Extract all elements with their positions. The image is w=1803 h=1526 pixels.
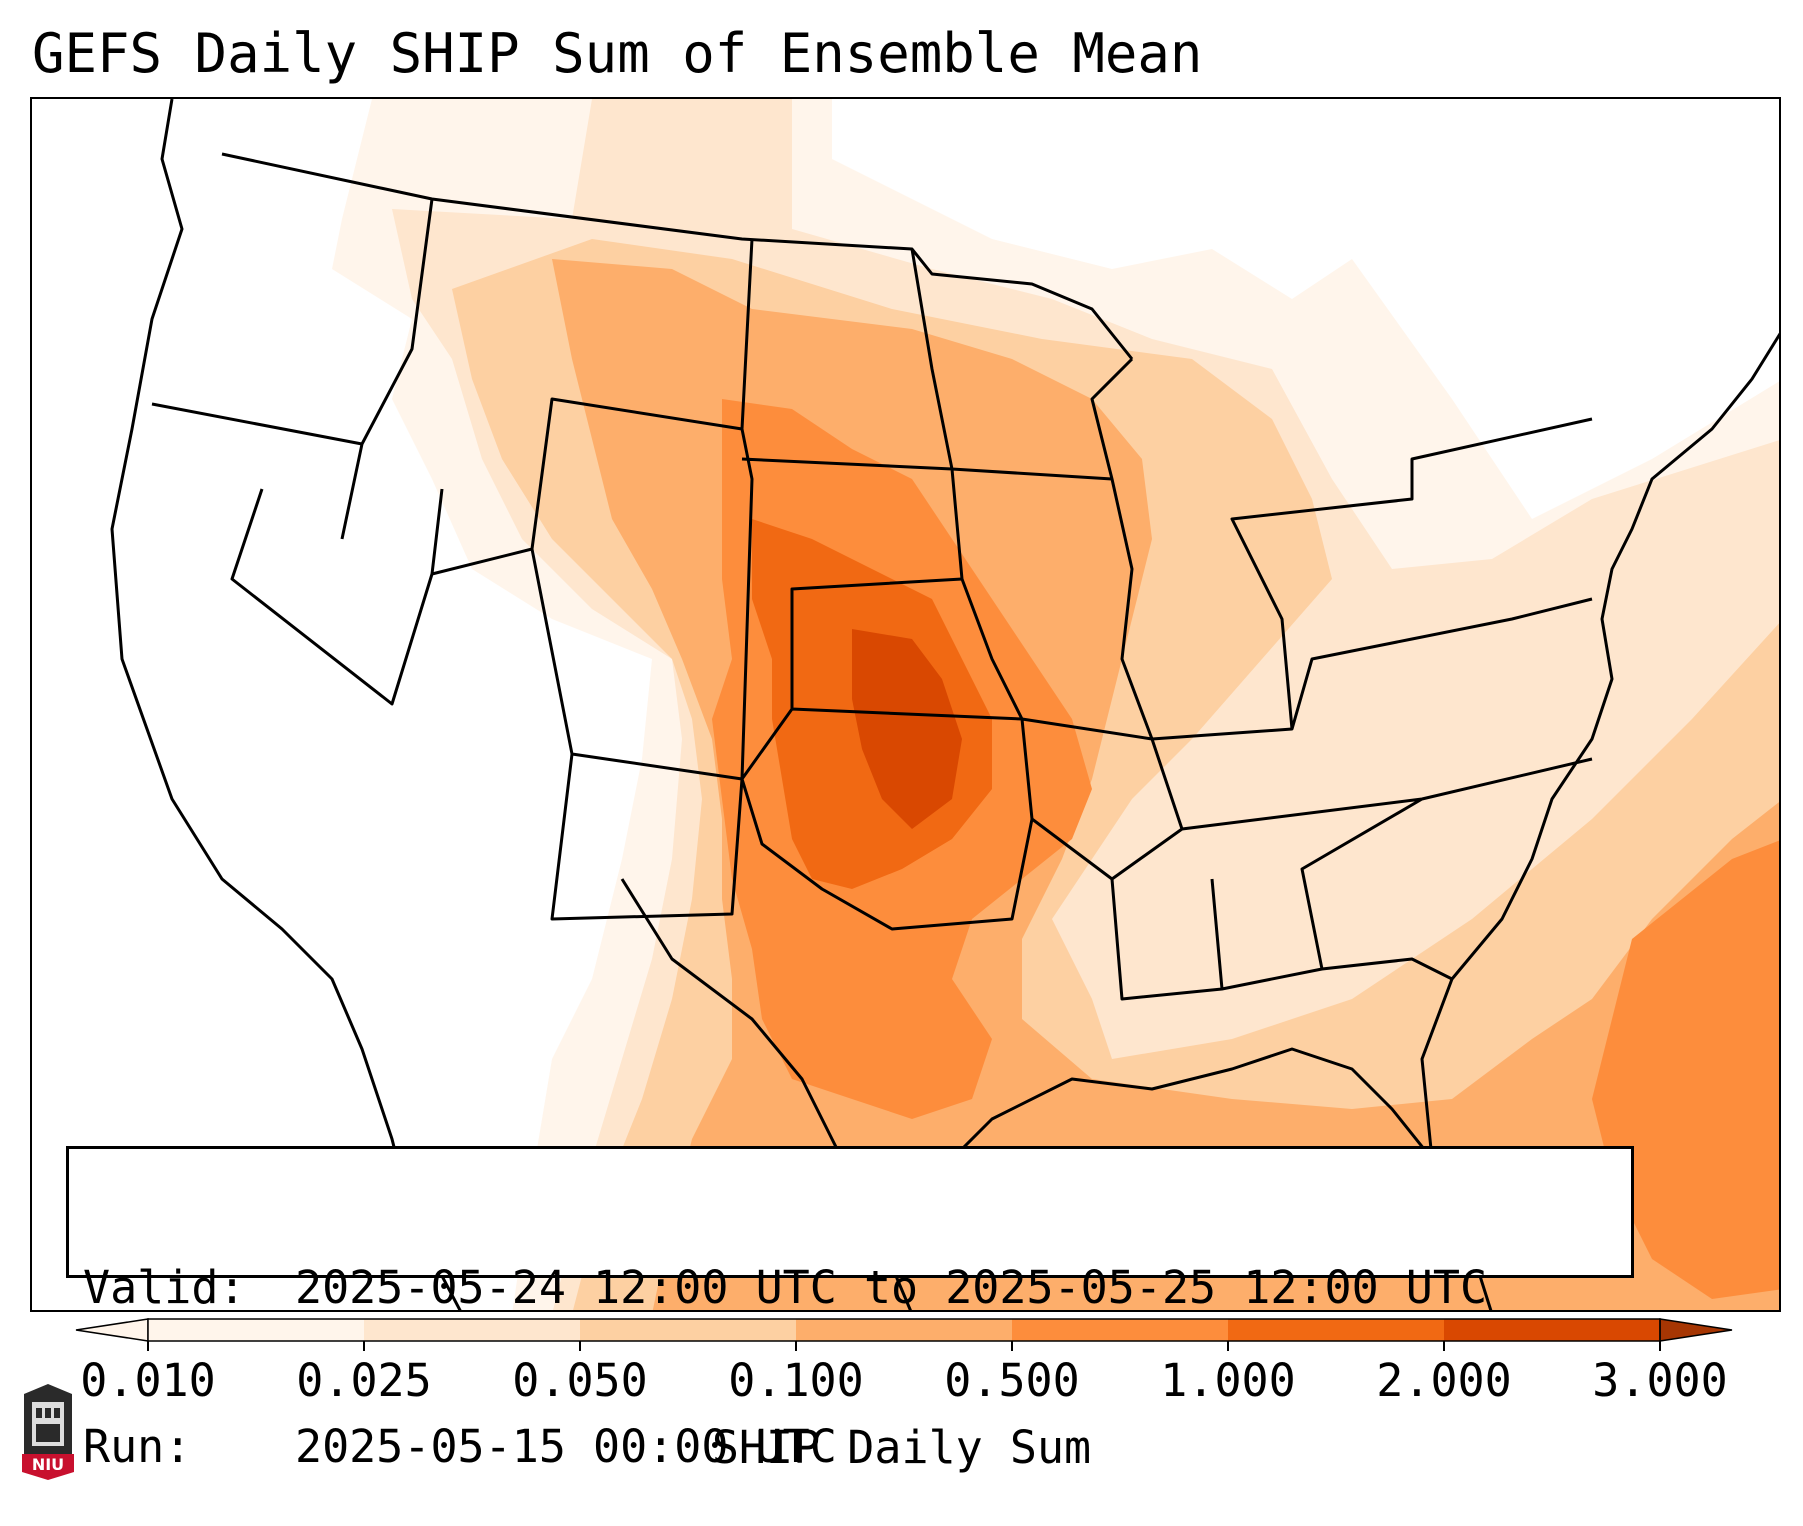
logo-text: NIU [32, 1455, 64, 1474]
colorbar-label: SHIP Daily Sum [711, 1421, 1092, 1474]
run-row: Run: 2025-05-15 00:00 UTC [83, 1420, 1631, 1473]
colorbar-tick-label: 2.000 [1376, 1354, 1512, 1407]
valid-row: Valid: 2025-05-24 12:00 UTC to 2025-05-25… [83, 1261, 1631, 1314]
colorbar-tick-label: 0.025 [296, 1354, 432, 1407]
colorbar-extend-low [75, 1318, 149, 1342]
colorbar-frame [147, 1318, 1661, 1342]
ship-field-level-7 [852, 629, 962, 829]
ship-field-level-5-atlantic [1592, 840, 1779, 1299]
map-title: GEFS Daily SHIP Sum of Ensemble Mean [32, 22, 1203, 85]
run-value: 2025-05-15 00:00 UTC [295, 1420, 837, 1473]
valid-value: 2025-05-24 12:00 UTC to 2025-05-25 12:00… [295, 1261, 1488, 1314]
colorbar-tick-label: 0.500 [944, 1354, 1080, 1407]
colorbar-tick-label: 1.000 [1160, 1354, 1296, 1407]
ship-field-layer [332, 99, 1779, 1310]
colorbar-tick-label: 0.100 [728, 1354, 864, 1407]
colorbar-bin [148, 1319, 365, 1341]
niu-logo: NIU [22, 1384, 74, 1480]
valid-label: Valid: [83, 1261, 246, 1314]
colorbar-bin [1012, 1319, 1229, 1341]
colorbar-tick-label: 0.010 [80, 1354, 216, 1407]
colorbar-bin [1444, 1319, 1661, 1341]
state-boundaries [110, 99, 1779, 1310]
colorbar-bin [580, 1319, 797, 1341]
valid-run-info-box: Valid: 2025-05-24 12:00 UTC to 2025-05-25… [66, 1146, 1634, 1473]
map-panel [30, 97, 1781, 1312]
run-label: Run: [83, 1420, 192, 1473]
state-lines [151, 198, 1593, 1001]
colorbar-extend-high [1659, 1318, 1733, 1342]
colorbar-tick-label: 0.050 [512, 1354, 648, 1407]
map-canvas [110, 99, 1779, 1310]
colorbar [75, 1318, 1733, 1351]
us-outline [110, 99, 1779, 1310]
colorbar-bin [1228, 1319, 1445, 1341]
colorbar-bin [364, 1319, 581, 1341]
canada-border [221, 152, 1134, 360]
colorbar-tick-label: 3.000 [1592, 1354, 1728, 1407]
colorbar-bin [796, 1319, 1013, 1341]
